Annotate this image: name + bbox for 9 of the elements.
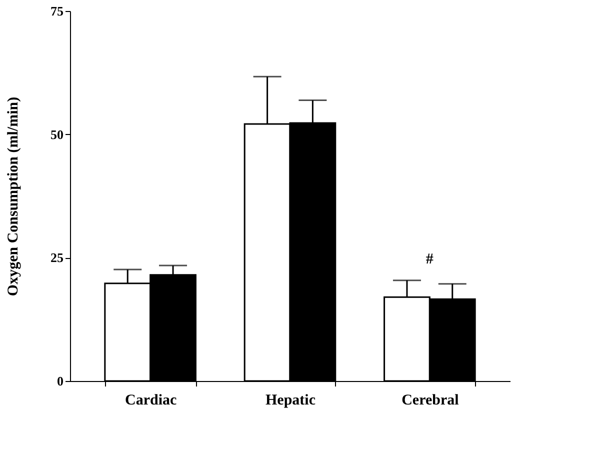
annotation: # bbox=[426, 251, 434, 268]
x-tick-label: Hepatic bbox=[266, 392, 316, 408]
y-tick-label: 50 bbox=[50, 126, 64, 142]
y-tick-label: 25 bbox=[50, 250, 64, 266]
y-axis-title: Oxygen Consumption (ml/min) bbox=[6, 96, 22, 296]
y-tick-label: 75 bbox=[50, 4, 64, 18]
x-tick-label: Cerebral bbox=[402, 392, 459, 408]
x-tick-label: Cardiac bbox=[124, 392, 177, 408]
y-tick-label: 0 bbox=[57, 374, 64, 388]
